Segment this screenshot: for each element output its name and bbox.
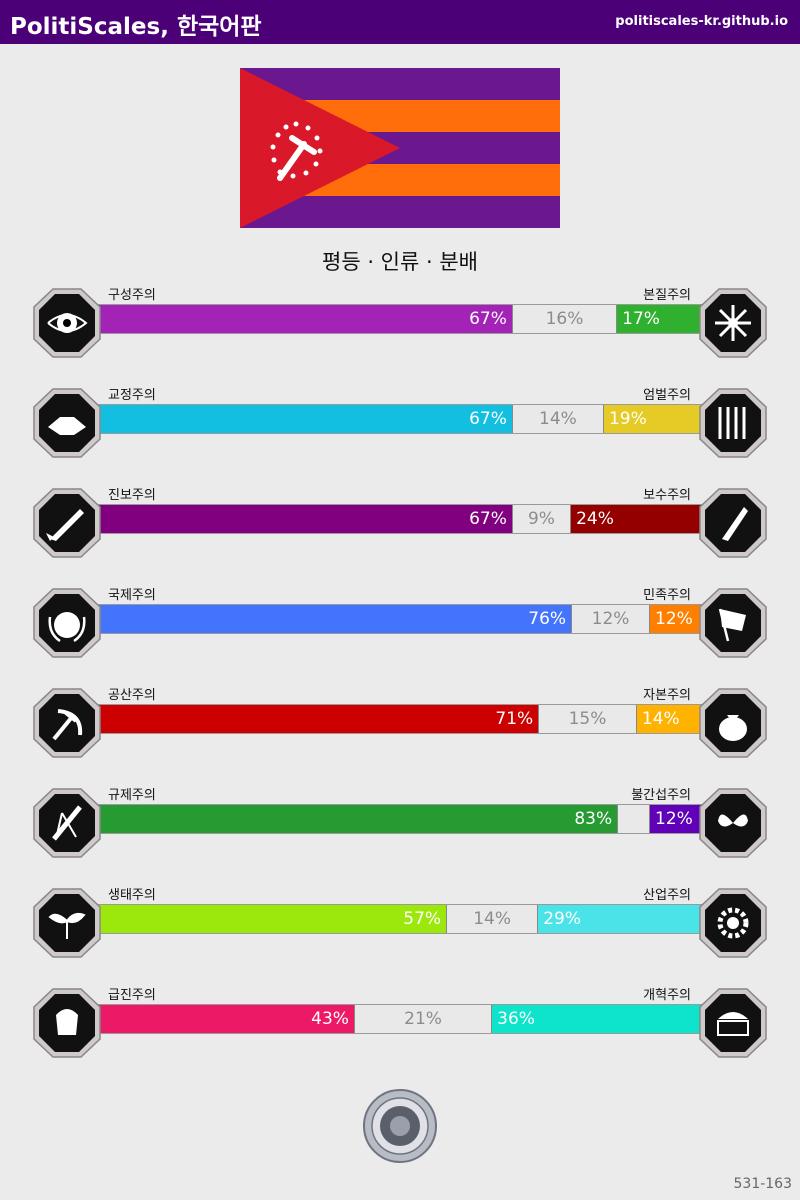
axis-left-percent: 71% bbox=[495, 709, 534, 729]
globe-laurel-icon bbox=[33, 588, 101, 658]
parliament-icon bbox=[699, 988, 767, 1058]
axis-bar: 57% 14% 29% bbox=[70, 904, 730, 934]
quill-pen-icon bbox=[699, 488, 767, 558]
axis-right-percent: 24% bbox=[576, 509, 614, 529]
hammer-icon bbox=[277, 135, 317, 181]
axis-bar: 67% 16% 17% bbox=[70, 304, 730, 334]
axis-neutral-segment: 14% bbox=[446, 905, 539, 933]
axis-left-percent: 76% bbox=[528, 609, 567, 629]
axis-left-label: 규제주의 bbox=[108, 788, 156, 803]
axis-neutral-percent: 21% bbox=[404, 1009, 442, 1029]
axis-left-segment: 57% bbox=[71, 905, 447, 933]
raised-fist-icon bbox=[33, 988, 101, 1058]
hammer-sickle-icon bbox=[33, 688, 101, 758]
axis-neutral-segment: 14% bbox=[511, 405, 604, 433]
axis-left-percent: 43% bbox=[311, 1009, 349, 1029]
axis-left-percent: 83% bbox=[574, 809, 613, 829]
axis-bar: 67% 14% 19% bbox=[70, 404, 730, 434]
axis-left-segment: 71% bbox=[71, 705, 539, 733]
axis-left-label: 생태주의 bbox=[108, 888, 156, 903]
axis-left-label: 공산주의 bbox=[108, 688, 156, 703]
axis-left-label: 급진주의 bbox=[108, 988, 156, 1003]
gear-factory-icon bbox=[699, 888, 767, 958]
axis-left-label: 구성주의 bbox=[108, 288, 156, 303]
axis-right-segment: 36% bbox=[492, 1005, 729, 1033]
axis-neutral-percent: 14% bbox=[473, 909, 511, 929]
axis-left-segment: 76% bbox=[71, 605, 572, 633]
axis-neutral-segment: 12% bbox=[571, 605, 651, 633]
axis-neutral-segment: 15% bbox=[538, 705, 637, 733]
axis-row: 공산주의 자본주의 71% 15% 14% bbox=[0, 687, 800, 777]
axis-neutral-segment: 16% bbox=[511, 305, 618, 333]
axis-right-percent: 12% bbox=[655, 609, 693, 629]
axis-right-percent: 29% bbox=[543, 909, 581, 929]
axis-neutral-percent: 15% bbox=[568, 709, 607, 729]
axis-row: 급진주의 개혁주의 43% 21% 36% bbox=[0, 987, 800, 1077]
axis-row: 규제주의 불간섭주의 83% 12% bbox=[0, 787, 800, 877]
axis-right-percent: 17% bbox=[622, 309, 660, 329]
handshake-icon bbox=[33, 388, 101, 458]
axis-left-segment: 43% bbox=[71, 1005, 354, 1033]
axis-right-label: 불간섭주의 bbox=[631, 788, 691, 803]
axis-left-percent: 67% bbox=[469, 509, 507, 529]
axis-left-segment: 67% bbox=[71, 305, 512, 333]
eye-web-icon bbox=[33, 288, 101, 358]
axis-row: 진보주의 보수주의 67% 9% 24% bbox=[0, 487, 800, 577]
axis-left-label: 진보주의 bbox=[108, 488, 156, 503]
axis-neutral-segment: 21% bbox=[353, 1005, 493, 1033]
axis-left-segment: 83% bbox=[71, 805, 618, 833]
axis-right-percent: 14% bbox=[641, 709, 680, 729]
money-bag-icon bbox=[699, 688, 767, 758]
axis-left-label: 국제주의 bbox=[108, 588, 156, 603]
result-flag bbox=[240, 68, 560, 228]
axis-row: 구성주의 본질주의 67% 16% 17% bbox=[0, 287, 800, 377]
seal-icon bbox=[363, 1089, 437, 1163]
axis-right-label: 산업주의 bbox=[643, 888, 691, 903]
prison-bars-icon bbox=[699, 388, 767, 458]
star-ring-icon bbox=[270, 121, 323, 179]
axis-left-label: 교정주의 bbox=[108, 388, 156, 403]
axis-right-percent: 12% bbox=[655, 809, 693, 829]
axis-row: 교정주의 엄벌주의 67% 14% 19% bbox=[0, 387, 800, 477]
axis-right-segment: 29% bbox=[538, 905, 729, 933]
axis-left-percent: 57% bbox=[403, 909, 442, 929]
axis-neutral-percent: 14% bbox=[539, 409, 577, 429]
dna-flower-icon bbox=[699, 288, 767, 358]
ruler-compass-icon bbox=[33, 788, 101, 858]
axis-bar: 71% 15% 14% bbox=[70, 704, 730, 734]
axis-left-percent: 67% bbox=[469, 409, 507, 429]
result-headline: 평등 · 인류 · 분배 bbox=[322, 250, 478, 274]
axis-neutral-percent: 9% bbox=[527, 509, 555, 529]
axis-right-label: 자본주의 bbox=[643, 688, 691, 703]
flag-icon bbox=[699, 588, 767, 658]
axis-right-percent: 36% bbox=[497, 1009, 535, 1029]
header-bar: PolitiScales, 한국어판 politiscales-kr.githu… bbox=[0, 0, 800, 44]
axis-neutral-segment bbox=[617, 805, 651, 833]
axis-row: 국제주의 민족주의 76% 12% 12% bbox=[0, 587, 800, 677]
axis-bar: 43% 21% 36% bbox=[70, 1004, 730, 1034]
axis-neutral-percent: 16% bbox=[545, 309, 584, 329]
site-url[interactable]: politiscales-kr.github.io bbox=[615, 14, 788, 29]
axis-right-label: 보수주의 bbox=[643, 488, 691, 503]
sprout-icon bbox=[33, 888, 101, 958]
axis-bar: 67% 9% 24% bbox=[70, 504, 730, 534]
axis-right-label: 엄벌주의 bbox=[643, 388, 691, 403]
result-code: 531-163 bbox=[733, 1176, 793, 1192]
app-title: PolitiScales, 한국어판 bbox=[10, 14, 262, 40]
axis-bar: 76% 12% 12% bbox=[70, 604, 730, 634]
butterflies-icon bbox=[699, 788, 767, 858]
axis-bar: 83% 12% bbox=[70, 804, 730, 834]
axis-row: 생태주의 산업주의 57% 14% 29% bbox=[0, 887, 800, 977]
axis-right-label: 본질주의 bbox=[643, 288, 691, 303]
rocket-icon bbox=[33, 488, 101, 558]
axis-right-label: 개혁주의 bbox=[643, 988, 691, 1003]
axis-left-segment: 67% bbox=[71, 405, 512, 433]
axis-right-percent: 19% bbox=[608, 409, 647, 429]
axis-left-percent: 67% bbox=[469, 309, 507, 329]
axis-neutral-percent: 12% bbox=[591, 609, 630, 629]
axis-left-segment: 67% bbox=[71, 505, 512, 533]
axis-right-label: 민족주의 bbox=[643, 588, 691, 603]
axis-neutral-segment: 9% bbox=[511, 505, 572, 533]
